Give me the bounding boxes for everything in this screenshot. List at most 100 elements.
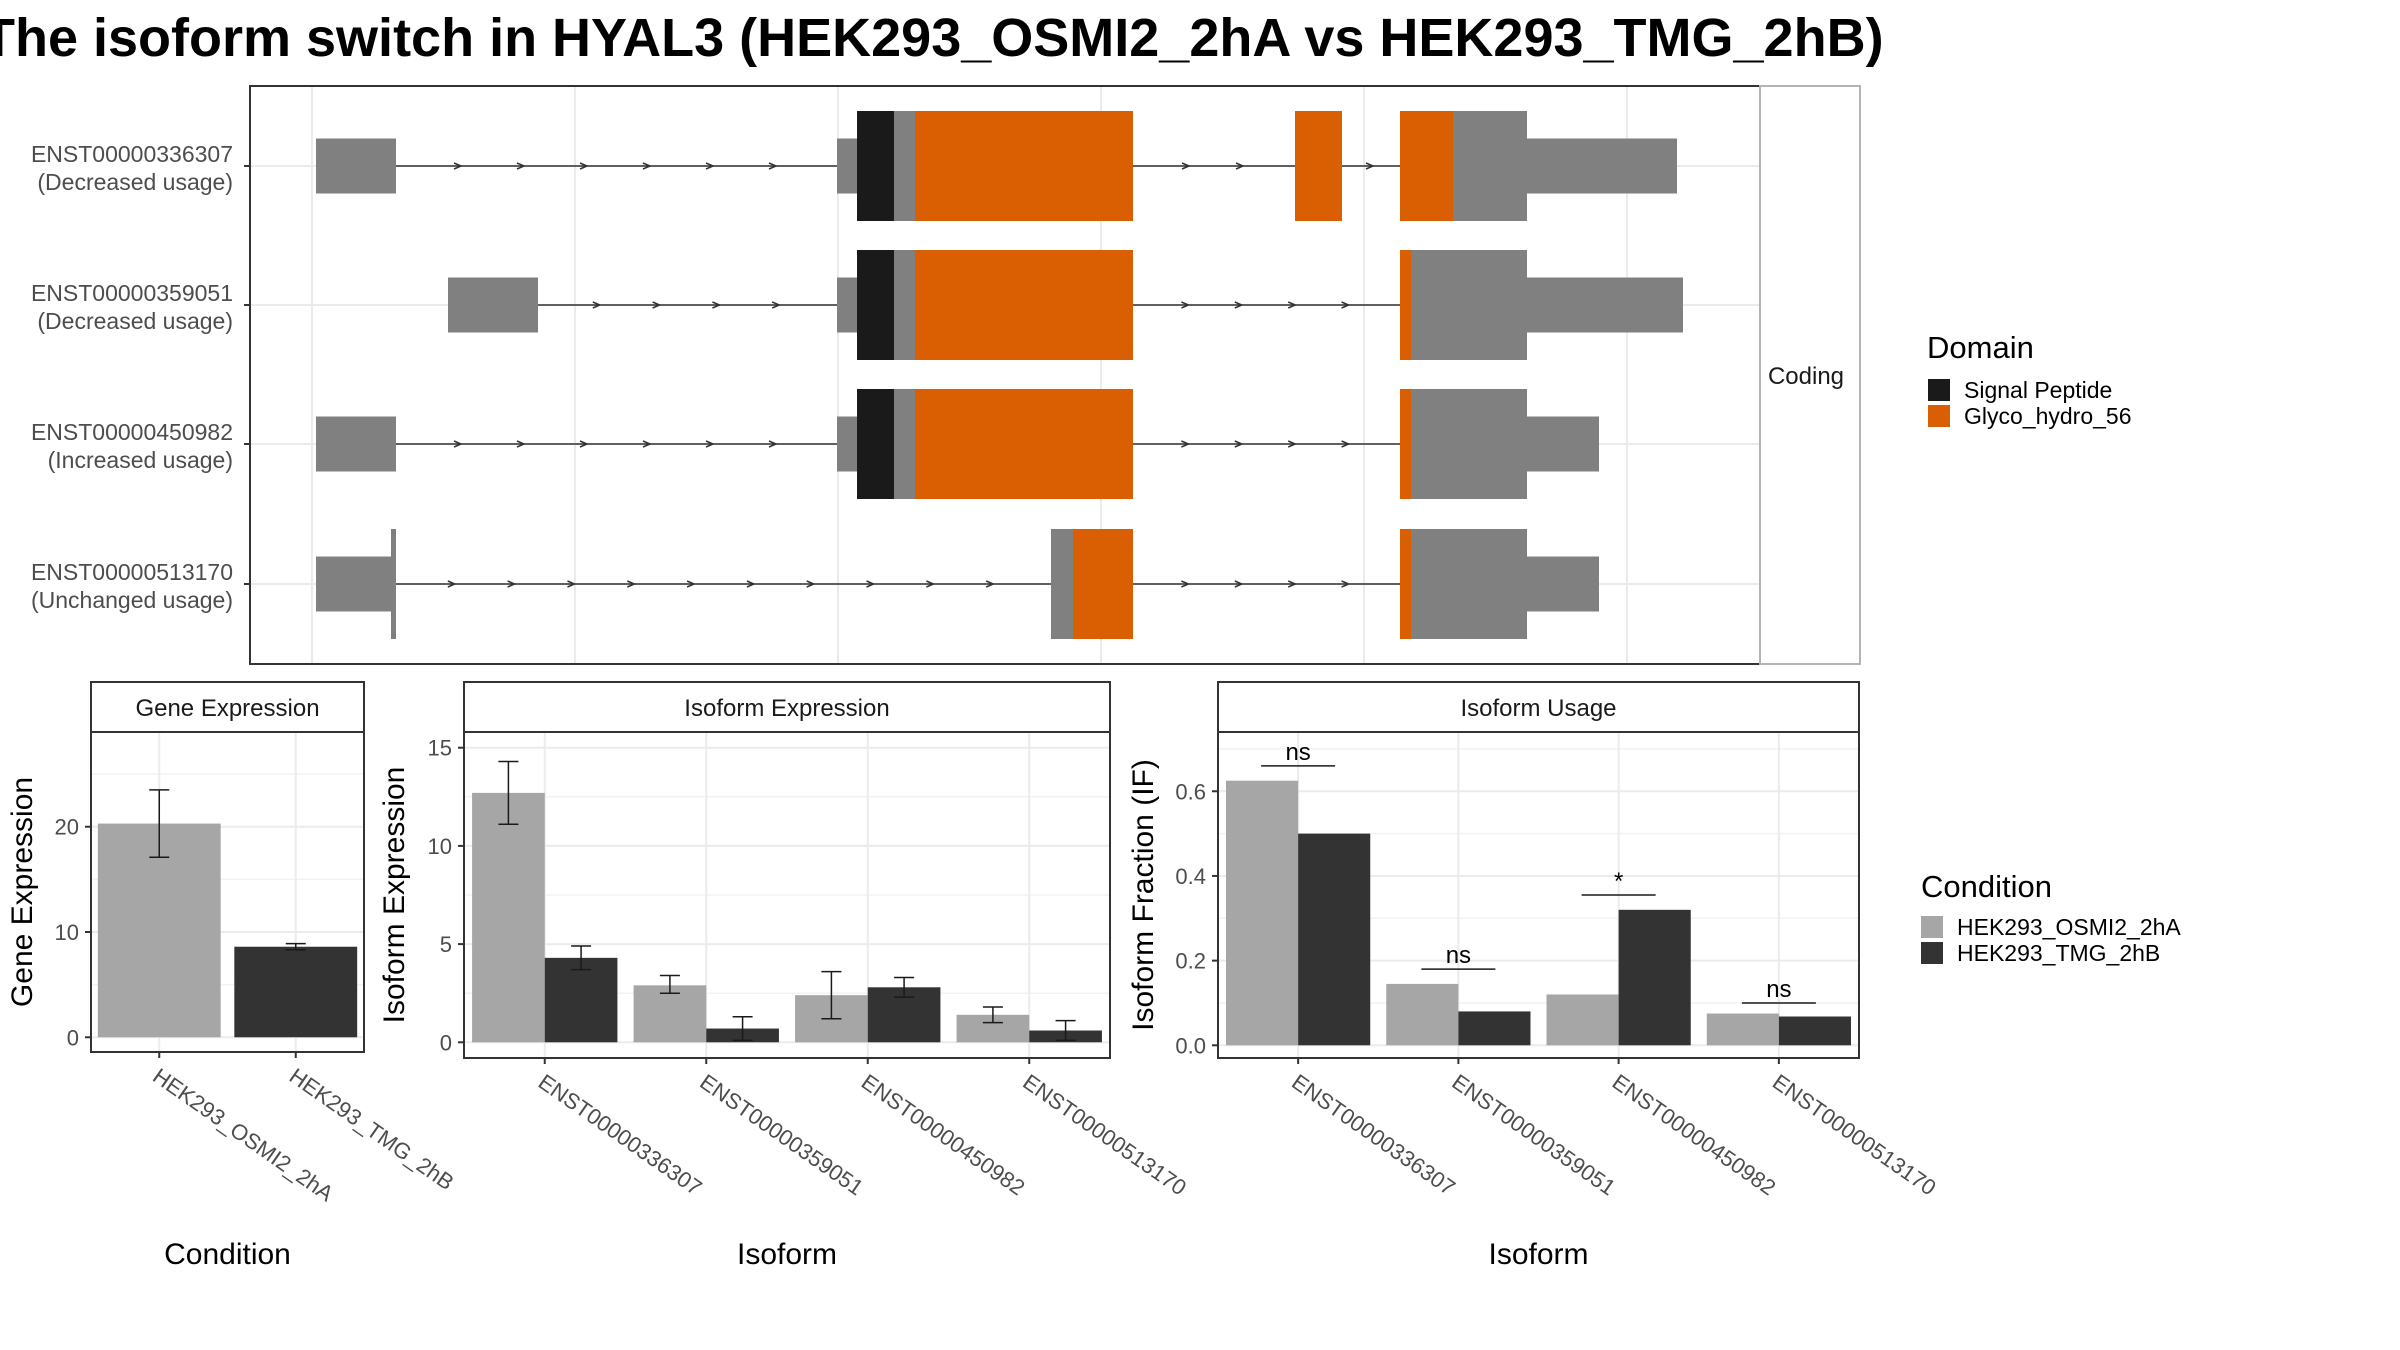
exon-block bbox=[448, 277, 538, 333]
exon-block bbox=[1527, 416, 1599, 472]
transcript-usage-label: (Decreased usage) bbox=[37, 308, 233, 334]
exon-block bbox=[1527, 277, 1683, 333]
exon-block bbox=[837, 416, 857, 472]
error-bar bbox=[285, 942, 306, 951]
y-tick-label: 0.4 bbox=[1175, 864, 1206, 889]
intron-direction-arrow bbox=[642, 162, 652, 170]
glyco-hydro-56-domain bbox=[915, 111, 1133, 221]
glyco-hydro-56-domain bbox=[1400, 529, 1411, 639]
exon-block bbox=[1411, 529, 1527, 639]
bar bbox=[472, 792, 545, 1043]
y-axis-title: Gene Expression bbox=[6, 777, 39, 1007]
intron-direction-arrow bbox=[712, 301, 722, 309]
intron-direction-arrow bbox=[626, 580, 637, 588]
signal-peptide-domain bbox=[857, 250, 894, 360]
y-tick-label: 0 bbox=[440, 1030, 452, 1055]
x-tick-label: ENST00000359051 bbox=[1447, 1069, 1620, 1200]
exon-block bbox=[316, 138, 396, 194]
glyco-hydro-56-domain bbox=[1295, 111, 1342, 221]
bar bbox=[1458, 1011, 1531, 1046]
exon-block bbox=[391, 529, 396, 639]
intron-direction-arrow bbox=[453, 440, 463, 448]
intron-direction-arrow bbox=[926, 580, 936, 588]
transcript-usage-label: (Unchanged usage) bbox=[31, 587, 233, 613]
isoform-usage-chart: Isoform Usage ns ns * ns 0.0 0.2 0.4 0.6 ENST0000… bbox=[1127, 681, 1941, 1271]
intron-direction-arrow bbox=[1341, 580, 1351, 588]
intron-direction-arrow bbox=[1341, 440, 1351, 448]
transcript-id-label: ENST00000513170 bbox=[31, 559, 233, 585]
intron-direction-arrow bbox=[686, 580, 696, 588]
chart-strip bbox=[463, 681, 1111, 733]
isoform-expression-chart: Isoform Expression051015ENST00000336307E… bbox=[378, 681, 1191, 1271]
exon-block bbox=[1453, 111, 1527, 221]
exon-block bbox=[894, 250, 915, 360]
exon-block bbox=[316, 416, 396, 472]
y-tick-label: 10 bbox=[55, 920, 79, 945]
x-tick-label: ENST00000359051 bbox=[695, 1069, 868, 1200]
x-tick-label: ENST00000450982 bbox=[1608, 1069, 1781, 1200]
intron-direction-arrow bbox=[447, 580, 457, 588]
transcript-row-ENST00000359051 bbox=[448, 250, 1683, 360]
error-bar bbox=[498, 760, 519, 826]
intron-direction-arrow bbox=[579, 162, 589, 170]
significance-label: ns bbox=[1446, 942, 1471, 969]
condition-legend-key bbox=[1921, 942, 1943, 964]
domain-legend-key bbox=[1928, 379, 1950, 401]
bar bbox=[1618, 909, 1691, 1046]
intron-direction-arrow bbox=[866, 580, 876, 588]
x-axis-title: Condition bbox=[164, 1238, 291, 1271]
error-bar bbox=[659, 974, 680, 994]
intron-direction-arrow bbox=[1181, 440, 1191, 448]
exon-block bbox=[894, 389, 915, 499]
y-tick-label: 20 bbox=[55, 815, 79, 840]
bar bbox=[633, 985, 707, 1043]
error-bar bbox=[1055, 1019, 1076, 1042]
significance-label: ns bbox=[1285, 739, 1310, 766]
error-bar bbox=[821, 970, 842, 1020]
y-tick-label: 0.2 bbox=[1175, 949, 1206, 974]
error-bar bbox=[732, 1016, 753, 1042]
intron-direction-arrow bbox=[453, 162, 463, 170]
exon-block bbox=[837, 277, 857, 333]
domain-legend-key bbox=[1928, 405, 1950, 427]
transcript-id-label: ENST00000359051 bbox=[31, 280, 233, 306]
transcript-usage-label: (Decreased usage) bbox=[37, 169, 233, 195]
plot-border bbox=[463, 731, 1111, 1059]
intron-direction-arrow bbox=[705, 440, 715, 448]
glyco-hydro-56-domain bbox=[915, 389, 1133, 499]
y-tick-label: 0 bbox=[67, 1025, 79, 1050]
transcript-usage-label: (Increased usage) bbox=[48, 447, 233, 473]
intron-direction-arrow bbox=[768, 440, 778, 448]
glyco-hydro-56-domain bbox=[1400, 111, 1453, 221]
exon-block bbox=[1411, 250, 1527, 360]
bar bbox=[1778, 1016, 1851, 1046]
intron-direction-arrow bbox=[1181, 162, 1191, 170]
y-axis-title: Isoform Expression bbox=[378, 767, 411, 1024]
domain-legend-title: Domain bbox=[1927, 330, 2034, 365]
intron-direction-arrow bbox=[1181, 301, 1191, 309]
signal-peptide-domain bbox=[857, 389, 894, 499]
exon-block bbox=[1411, 389, 1527, 499]
condition-legend-label: HEK293_OSMI2_2hA bbox=[1957, 914, 2181, 940]
chart-strip bbox=[1217, 681, 1860, 733]
bar bbox=[544, 957, 618, 1043]
domain-legend-label: Signal Peptide bbox=[1964, 377, 2112, 403]
exon-block bbox=[1527, 556, 1599, 612]
intron-direction-arrow bbox=[507, 580, 517, 588]
chart-title: Isoform Usage bbox=[1460, 695, 1616, 722]
intron-direction-arrow bbox=[516, 440, 526, 448]
intron-direction-arrow bbox=[1287, 580, 1298, 588]
intron-direction-arrow bbox=[705, 162, 715, 170]
intron-direction-arrow bbox=[567, 580, 577, 588]
figure-title: The isoform switch in HYAL3 (HEK293_OSMI… bbox=[0, 8, 1884, 68]
y-tick-label: 0.0 bbox=[1175, 1033, 1206, 1058]
intron-direction-arrow bbox=[1181, 580, 1191, 588]
structure-strip-label: Coding bbox=[1768, 363, 1844, 390]
transcript-row-ENST00000450982 bbox=[316, 389, 1599, 499]
y-tick-label: 0.6 bbox=[1175, 779, 1206, 804]
condition-legend-label: HEK293_TMG_2hB bbox=[1957, 940, 2160, 966]
y-axis-title: Isoform Fraction (IF) bbox=[1127, 759, 1160, 1031]
error-bar bbox=[894, 976, 915, 998]
